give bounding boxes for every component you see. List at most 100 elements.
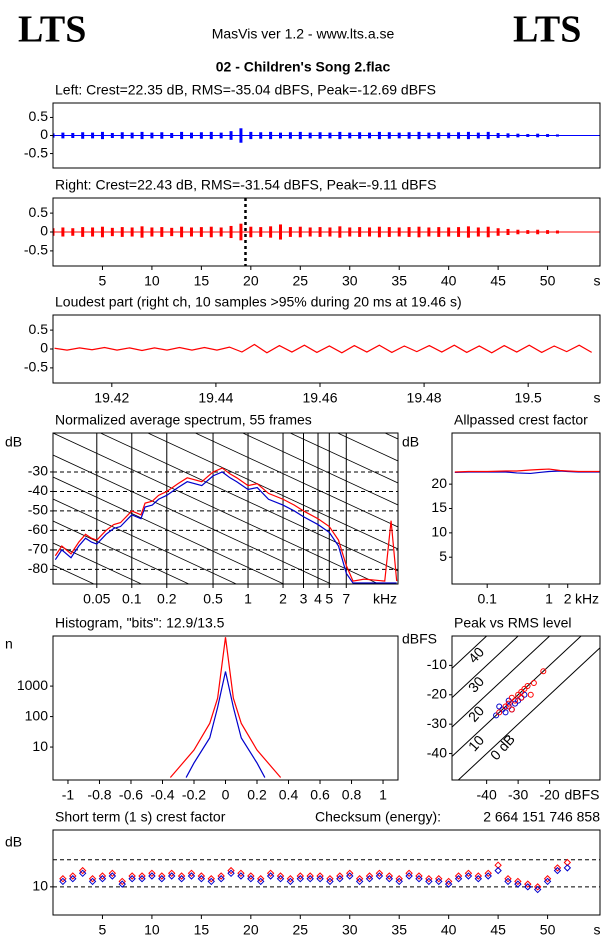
data-point bbox=[563, 864, 572, 872]
data-point bbox=[496, 709, 503, 716]
data-point bbox=[484, 872, 492, 880]
data-point bbox=[499, 706, 506, 713]
data-point bbox=[365, 872, 374, 880]
data-point bbox=[306, 875, 314, 883]
data-point bbox=[533, 885, 542, 894]
data-point bbox=[530, 680, 537, 687]
slope-guide bbox=[53, 476, 285, 584]
data-point bbox=[257, 875, 265, 883]
data-point bbox=[405, 869, 413, 878]
data-point bbox=[316, 872, 324, 880]
crest-line bbox=[457, 647, 600, 780]
data-point bbox=[177, 875, 186, 883]
data-point bbox=[524, 682, 531, 689]
data-point bbox=[276, 872, 285, 880]
data-point bbox=[514, 880, 522, 888]
y-tick-label: -40 bbox=[427, 744, 447, 760]
data-point bbox=[454, 872, 463, 880]
slope-guide bbox=[289, 433, 398, 484]
data-point bbox=[553, 866, 562, 875]
file-title: 02 - Children's Song 2.flac bbox=[216, 59, 391, 75]
plot-area bbox=[169, 637, 282, 778]
panel-frame bbox=[52, 314, 601, 384]
x-tick-label: 30 bbox=[342, 273, 358, 289]
data-point bbox=[540, 668, 547, 675]
data-point bbox=[197, 872, 206, 880]
x-tick-label: -0.6 bbox=[119, 787, 143, 803]
logo-left: LTS bbox=[18, 9, 86, 51]
data-point bbox=[533, 883, 542, 891]
y-tick-label: 10 bbox=[32, 738, 48, 754]
x-tick-label: 2 bbox=[279, 591, 287, 607]
data-point bbox=[257, 877, 265, 886]
plot-area bbox=[54, 343, 592, 354]
slope-guide bbox=[53, 609, 398, 769]
slope-guide bbox=[53, 631, 398, 791]
data-point bbox=[454, 875, 463, 883]
data-point bbox=[474, 872, 483, 880]
crest-line bbox=[452, 636, 488, 670]
x-tick-label: 19.46 bbox=[302, 390, 337, 406]
x-tick-label: 10 bbox=[144, 273, 160, 289]
y-tick-label: -0.5 bbox=[24, 144, 48, 160]
panel-title: Normalized average spectrum, 55 frames bbox=[55, 412, 312, 428]
y-tick-label: 15 bbox=[431, 499, 447, 515]
data-point bbox=[326, 877, 334, 886]
x-tick-label: 5 bbox=[325, 591, 333, 607]
x-tick-label: -0.2 bbox=[182, 787, 206, 803]
panel-frame bbox=[52, 635, 399, 781]
data-point bbox=[502, 709, 509, 716]
data-point bbox=[69, 875, 77, 883]
x-tick-label: 40 bbox=[441, 273, 457, 289]
y-axis-label: dB bbox=[402, 434, 419, 450]
data-point bbox=[69, 872, 77, 880]
x-tick-label: 50 bbox=[540, 922, 556, 938]
x-tick-label: 25 bbox=[292, 922, 308, 938]
annotation: Checksum (energy): bbox=[315, 809, 441, 825]
data-point bbox=[395, 877, 403, 886]
data-point bbox=[128, 872, 136, 880]
data-point bbox=[385, 872, 394, 880]
data-point bbox=[266, 872, 275, 880]
data-point bbox=[197, 875, 206, 883]
x-tick-label: -20 bbox=[539, 787, 559, 803]
data-point bbox=[508, 694, 515, 701]
data-point bbox=[177, 872, 186, 880]
x-tick-label: 2 bbox=[564, 591, 572, 607]
data-point bbox=[346, 869, 354, 878]
data-point bbox=[207, 875, 215, 883]
y-axis-label: dBFS bbox=[402, 631, 437, 647]
data-point bbox=[518, 688, 525, 695]
data-point bbox=[78, 869, 87, 878]
panel-title: Histogram, "bits": 12.9/13.5 bbox=[55, 615, 225, 631]
x-tick-label: 0.4 bbox=[279, 787, 299, 803]
x-tick-label: 20 bbox=[243, 273, 259, 289]
data-point bbox=[425, 877, 433, 886]
x-tick-label: 19.48 bbox=[407, 390, 442, 406]
plot-area bbox=[53, 198, 600, 266]
x-tick-label: 3 bbox=[300, 591, 308, 607]
data-point bbox=[59, 875, 67, 883]
x-tick-label: 0.05 bbox=[83, 591, 110, 607]
data-point bbox=[405, 872, 413, 880]
crest-line-label: 0 dB bbox=[487, 731, 518, 763]
x-tick-label: 15 bbox=[194, 273, 210, 289]
data-point bbox=[505, 703, 512, 710]
x-axis-label: kHz bbox=[373, 591, 397, 607]
data-point bbox=[138, 875, 146, 883]
slope-guide bbox=[146, 433, 398, 550]
data-point bbox=[98, 872, 107, 880]
x-axis-label: s bbox=[594, 922, 601, 938]
data-point bbox=[355, 875, 364, 883]
data-point bbox=[444, 880, 453, 888]
data-point bbox=[138, 872, 146, 880]
data-point bbox=[524, 880, 532, 888]
data-point bbox=[128, 875, 136, 883]
data-point bbox=[326, 875, 334, 883]
y-tick-label: -0.5 bbox=[24, 359, 48, 375]
x-tick-label: -0.4 bbox=[150, 787, 174, 803]
data-point bbox=[217, 875, 225, 883]
y-tick-label: -0.5 bbox=[24, 242, 48, 258]
data-point bbox=[502, 703, 509, 710]
x-tick-label: 0.1 bbox=[122, 591, 142, 607]
